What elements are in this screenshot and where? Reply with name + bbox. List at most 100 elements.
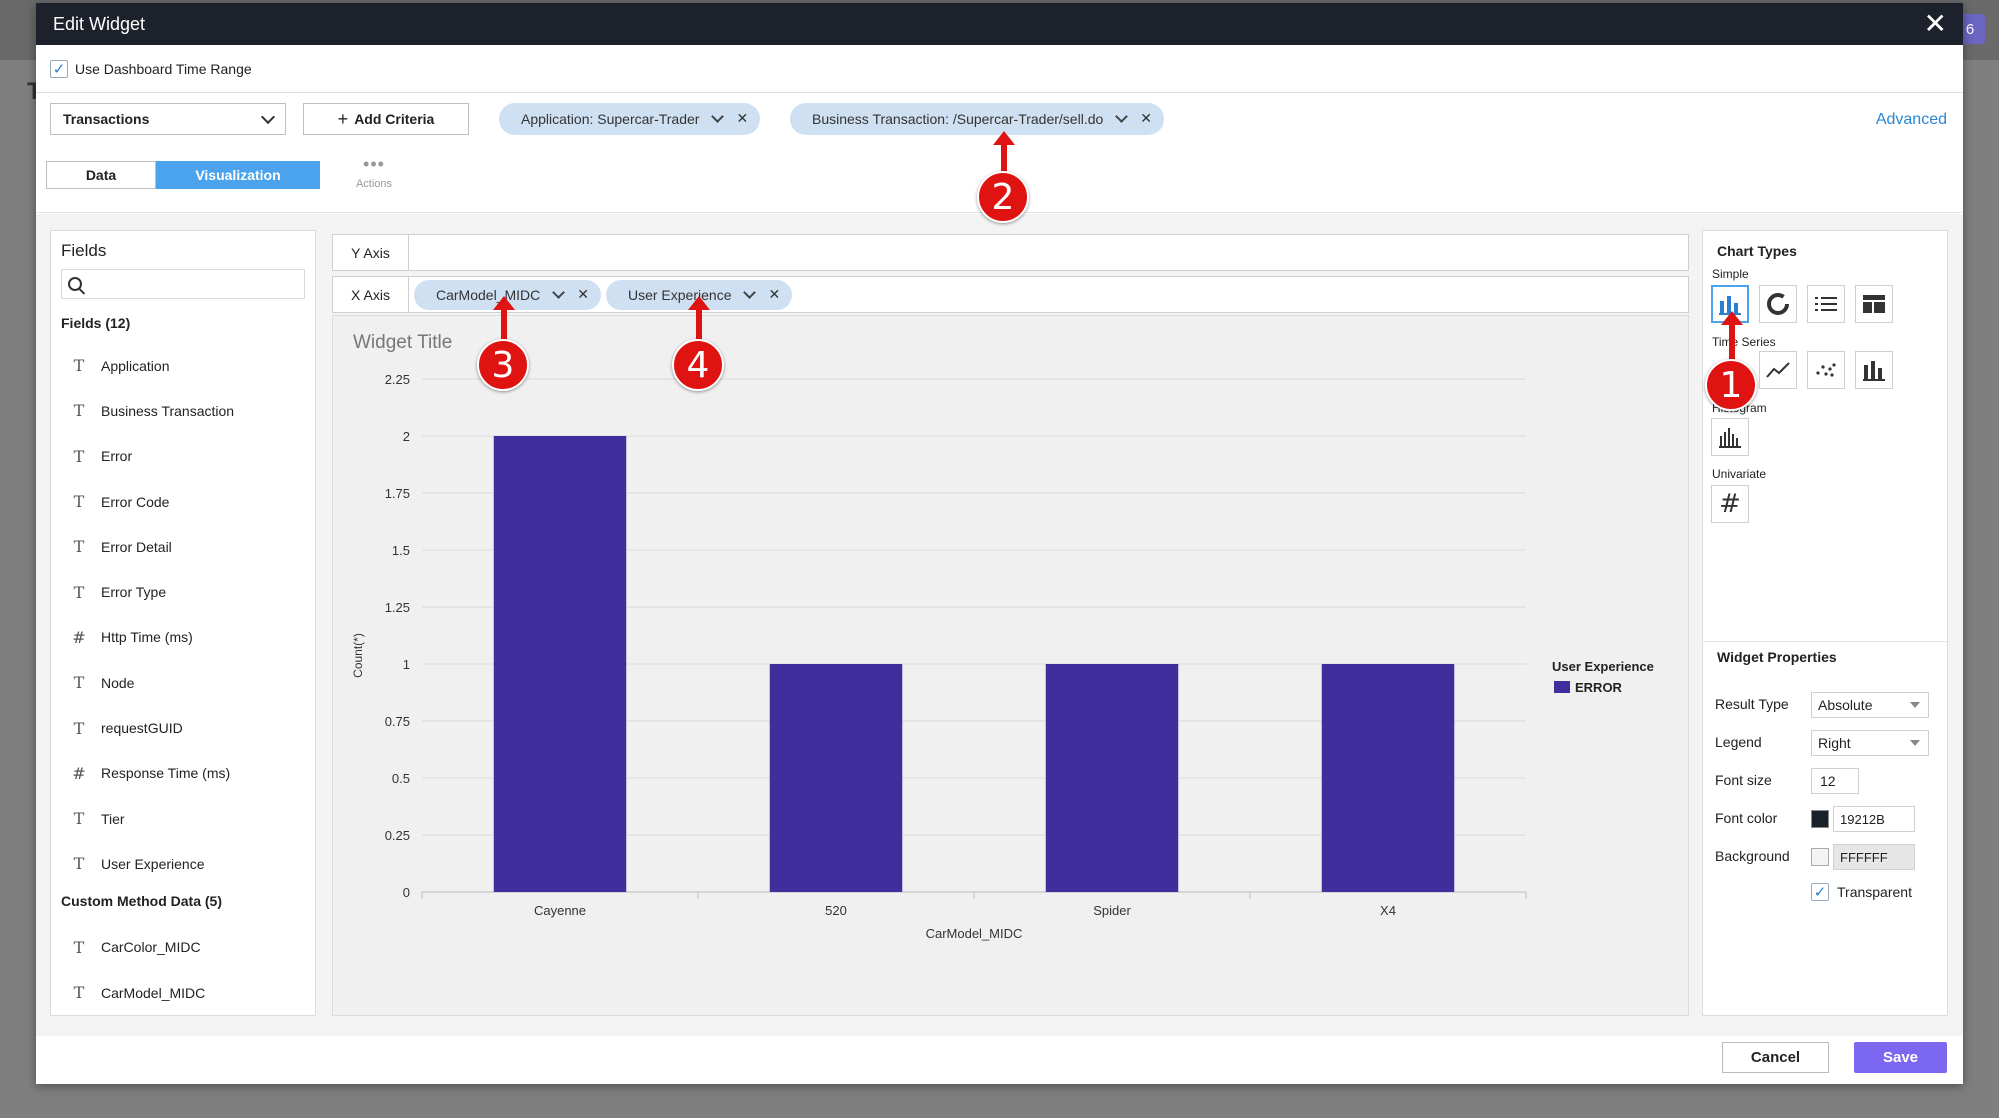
custom-section-header: Custom Method Data (5) xyxy=(61,892,222,909)
transparent-option: ✓ Transparent xyxy=(1811,883,1912,901)
font-color-label: Font color xyxy=(1715,810,1778,826)
text-type-icon: T xyxy=(73,983,85,1002)
text-type-icon: T xyxy=(73,401,85,421)
fields-search-input[interactable] xyxy=(61,269,305,299)
y-tick-label: 1.75 xyxy=(385,486,410,501)
more-icon: ••• xyxy=(363,154,385,174)
fields-title: Fields xyxy=(61,241,107,260)
remove-icon[interactable]: ✕ xyxy=(1140,111,1153,127)
y-axis-label: Y Axis xyxy=(333,235,409,270)
close-icon[interactable]: ✕ xyxy=(1923,7,1947,40)
view-tabs: Data Visualization xyxy=(46,161,320,189)
field-item-label: Response Time (ms) xyxy=(101,765,231,782)
x-tick-label: X4 xyxy=(1380,903,1396,918)
x-axis-row[interactable]: X Axis CarModel_MIDC ✕ User Experience ✕ xyxy=(332,276,1689,313)
advanced-link[interactable]: Advanced xyxy=(1875,111,1947,128)
field-item[interactable]: T CarModel_MIDC xyxy=(51,970,315,1015)
use-dashboard-time-checkbox[interactable]: ✓ xyxy=(50,59,68,78)
transparent-checkbox[interactable]: ✓ xyxy=(1811,883,1829,901)
bar xyxy=(769,664,903,892)
annotation-arrow xyxy=(493,296,515,348)
criteria-pill-business-transaction[interactable]: Business Transaction: /Supercar-Trader/s… xyxy=(790,103,1165,135)
legend-select[interactable]: Right xyxy=(1811,730,1929,756)
criteria-pill-label: Application: Supercar-Trader xyxy=(521,111,700,127)
x-tick-label: Spider xyxy=(1093,903,1131,918)
y-axis-row[interactable]: Y Axis xyxy=(332,234,1689,271)
field-item-label: User Experience xyxy=(101,855,205,872)
chevron-down-icon xyxy=(260,109,276,124)
tab-data[interactable]: Data xyxy=(46,161,156,189)
font-color-swatch[interactable] xyxy=(1811,810,1829,828)
field-item-label: Tier xyxy=(101,810,125,827)
number-type-icon: # xyxy=(72,627,86,647)
cancel-button[interactable]: Cancel xyxy=(1722,1042,1829,1073)
field-item[interactable]: T Error Detail xyxy=(51,524,315,569)
group-univariate-label: Univariate xyxy=(1712,467,1767,481)
field-item[interactable]: T Error Type xyxy=(51,569,315,614)
field-item[interactable]: T User Experience xyxy=(51,841,315,886)
chevron-down-icon[interactable] xyxy=(552,285,566,299)
caret-down-icon xyxy=(1910,740,1920,746)
field-item[interactable]: # Http Time (ms) xyxy=(51,615,315,660)
line-chart-icon[interactable] xyxy=(1759,351,1797,389)
font-color-input[interactable]: 19212B xyxy=(1833,806,1915,832)
font-size-label: Font size xyxy=(1715,772,1772,788)
legend-value: Right xyxy=(1818,735,1851,751)
field-list: T Application T Business Transaction T Error T… xyxy=(51,343,315,887)
field-item-label: Http Time (ms) xyxy=(101,629,193,646)
bar xyxy=(1045,664,1179,892)
legend-title: User Experience xyxy=(1552,659,1654,674)
chevron-down-icon[interactable] xyxy=(1115,110,1129,123)
field-item-label: Node xyxy=(101,674,135,691)
field-item[interactable]: # Response Time (ms) xyxy=(51,751,315,796)
x-tick-label: 520 xyxy=(825,903,847,918)
chevron-down-icon[interactable] xyxy=(711,110,725,123)
field-item[interactable]: T CarColor_MIDC xyxy=(51,925,315,970)
chevron-down-icon[interactable] xyxy=(743,285,757,299)
text-type-icon: T xyxy=(73,582,85,602)
field-item[interactable]: T Tier xyxy=(51,796,315,841)
field-item[interactable]: T Application xyxy=(51,343,315,388)
right-panel: Chart Types Simple Time Series xyxy=(1702,230,1948,1016)
font-color-picker[interactable]: 19212B xyxy=(1811,806,1915,832)
text-type-icon: T xyxy=(73,492,85,512)
y-tick-label: 0 xyxy=(403,885,410,900)
field-item-label: CarModel_MIDC xyxy=(101,984,206,1001)
remove-icon[interactable]: ✕ xyxy=(736,111,749,127)
scatter-chart-icon[interactable] xyxy=(1807,351,1845,389)
field-item-label: Application xyxy=(101,357,170,374)
background-color-swatch[interactable] xyxy=(1811,848,1829,866)
criteria-pill-application[interactable]: Application: Supercar-Trader ✕ xyxy=(499,103,761,135)
save-button[interactable]: Save xyxy=(1854,1042,1947,1073)
add-criteria-button[interactable]: + Add Criteria xyxy=(303,103,469,135)
font-size-input[interactable]: 12 xyxy=(1811,768,1859,794)
actions-menu[interactable]: ••• Actions xyxy=(352,154,396,190)
field-item[interactable]: T Business Transaction xyxy=(51,388,315,433)
background-color-picker[interactable]: FFFFFF xyxy=(1811,844,1915,870)
field-item[interactable]: T Error xyxy=(51,434,315,479)
editor-body: Fields Fields (12) T Application T Business… xyxy=(36,214,1963,1036)
result-type-select[interactable]: Absolute xyxy=(1811,692,1929,718)
transparent-label: Transparent xyxy=(1837,884,1912,900)
source-select[interactable]: Transactions xyxy=(50,103,286,135)
legend-label: Legend xyxy=(1715,734,1762,750)
time-column-chart-icon[interactable] xyxy=(1855,351,1893,389)
y-tick-label: 2 xyxy=(403,429,410,444)
remove-icon[interactable]: ✕ xyxy=(768,286,781,303)
chart-types-title: Chart Types xyxy=(1717,243,1797,259)
field-item[interactable]: T Node xyxy=(51,660,315,705)
number-icon[interactable]: # xyxy=(1711,485,1749,523)
background-color-input[interactable]: FFFFFF xyxy=(1833,844,1915,870)
annotation-marker-2: 2 xyxy=(977,171,1029,223)
histogram-icon[interactable] xyxy=(1711,418,1749,456)
remove-icon[interactable]: ✕ xyxy=(577,286,589,303)
tab-visualization[interactable]: Visualization xyxy=(156,161,320,189)
chart-area: Widget Title 0 0.25 0.5 0.75 1 1.25 1.5 1.75 2 2.… xyxy=(332,315,1689,1016)
field-item[interactable]: T Error Code xyxy=(51,479,315,524)
fields-panel: Fields Fields (12) T Application T Business… xyxy=(50,230,316,1016)
field-item-label: Error Type xyxy=(101,584,167,601)
dashboard-tiles-icon[interactable] xyxy=(1855,285,1893,323)
list-chart-icon[interactable] xyxy=(1807,285,1845,323)
donut-chart-icon[interactable] xyxy=(1759,285,1797,323)
